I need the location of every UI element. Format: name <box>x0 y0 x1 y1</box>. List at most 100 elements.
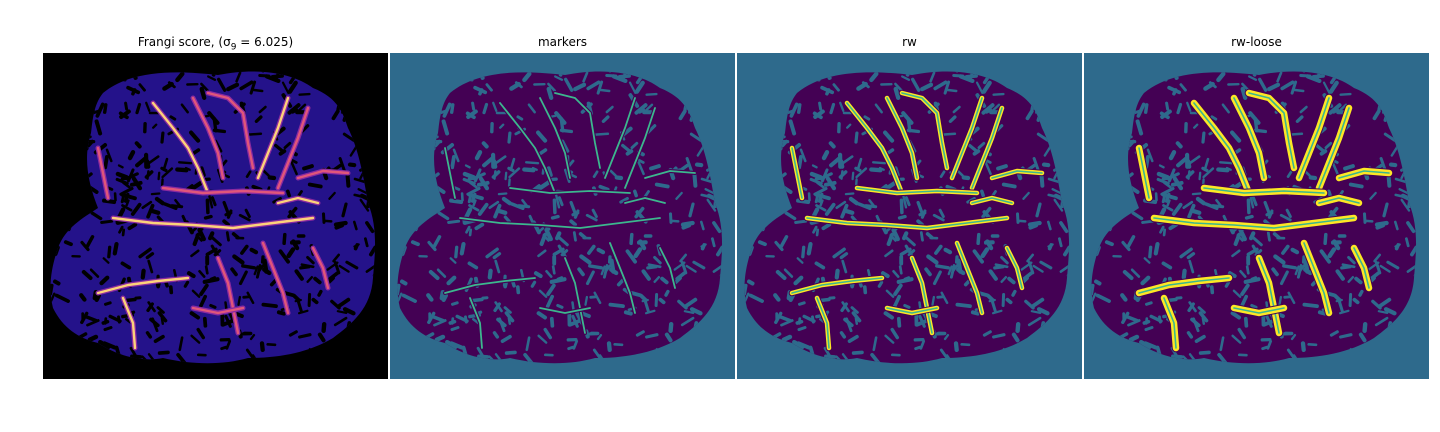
texture-hole <box>321 322 327 333</box>
texture-hole <box>653 255 662 265</box>
texture-hole <box>582 71 589 83</box>
texture-hole <box>338 157 346 173</box>
texture-hole <box>948 115 957 123</box>
texture-hole <box>1261 345 1269 351</box>
texture-hole <box>914 345 922 351</box>
texture-hole <box>446 275 457 286</box>
texture-hole <box>488 200 500 210</box>
vessel-marker <box>624 197 666 204</box>
vessel-core <box>311 246 330 290</box>
texture-hole <box>357 188 368 195</box>
texture-hole <box>1041 162 1051 168</box>
vessel-marker <box>1006 247 1023 289</box>
texture-hole <box>1354 276 1363 285</box>
texture-hole <box>202 316 208 328</box>
texture-hole <box>781 334 793 342</box>
texture-hole <box>901 193 908 209</box>
texture-hole <box>449 198 464 205</box>
texture-hole <box>981 103 995 115</box>
texture-hole <box>79 293 87 302</box>
texture-hole <box>434 334 446 342</box>
texture-hole <box>292 294 301 303</box>
vessel-marker <box>564 257 586 334</box>
texture-hole <box>161 167 174 179</box>
texture-hole <box>198 294 207 309</box>
texture-hole <box>504 311 515 323</box>
texture-hole <box>1383 307 1397 316</box>
texture-hole <box>1400 198 1411 212</box>
texture-hole <box>205 198 210 215</box>
texture-hole <box>972 149 981 156</box>
texture-hole <box>904 236 916 247</box>
texture-hole <box>1191 209 1202 215</box>
texture-hole <box>869 71 879 83</box>
texture-hole <box>1347 255 1356 265</box>
texture-hole <box>397 292 403 306</box>
texture-hole <box>197 227 206 242</box>
texture-hole <box>450 155 456 170</box>
texture-hole <box>664 332 673 343</box>
texture-hole <box>481 141 489 149</box>
texture-hole <box>150 209 161 215</box>
texture-hole <box>1047 243 1054 248</box>
texture-hole <box>504 171 508 181</box>
texture-hole <box>941 132 957 136</box>
texture-hole <box>99 275 110 286</box>
texture-hole <box>117 164 124 169</box>
vessel-marker <box>1318 107 1350 189</box>
texture-hole <box>174 198 182 208</box>
texture-hole <box>307 182 323 189</box>
vessel-marker <box>444 147 456 199</box>
vessel-marker <box>951 97 983 179</box>
texture-hole <box>149 317 160 328</box>
texture-hole <box>1348 293 1353 307</box>
texture-hole <box>835 200 847 210</box>
texture-hole <box>1286 170 1293 178</box>
texture-hole <box>503 306 512 314</box>
texture-hole <box>224 314 232 328</box>
vessel-marker <box>901 92 948 169</box>
tissue-texture <box>1091 71 1417 364</box>
texture-hole <box>503 215 512 224</box>
texture-hole <box>103 155 109 170</box>
texture-hole <box>547 82 556 93</box>
texture-hole <box>825 88 831 96</box>
texture-hole <box>1327 247 1337 259</box>
texture-hole <box>1281 244 1290 255</box>
frangi-panel-title: Frangi score, (σ9 = 6.025) <box>43 35 388 52</box>
texture-hole <box>278 249 291 264</box>
texture-hole <box>585 270 595 286</box>
texture-hole <box>1362 322 1368 333</box>
rw-loose-panel-title: rw-loose <box>1231 35 1282 49</box>
texture-hole <box>447 219 461 224</box>
texture-hole <box>840 203 849 219</box>
texture-hole <box>635 330 645 337</box>
texture-hole <box>1001 293 1006 307</box>
vessel-core <box>191 306 245 315</box>
texture-hole <box>410 240 420 247</box>
texture-hole <box>906 116 912 133</box>
texture-hole <box>352 220 358 231</box>
texture-hole <box>991 309 1003 315</box>
texture-hole <box>569 219 577 227</box>
texture-hole <box>468 204 480 212</box>
texture-hole <box>1194 334 1206 344</box>
texture-hole <box>1338 309 1350 315</box>
texture-hole <box>1317 310 1327 316</box>
texture-hole <box>85 235 95 249</box>
texture-hole <box>471 101 476 111</box>
texture-hole <box>773 293 781 302</box>
texture-hole <box>84 314 98 323</box>
texture-hole <box>527 103 536 114</box>
texture-hole <box>432 235 442 249</box>
texture-hole <box>929 71 936 83</box>
texture-hole <box>472 318 480 325</box>
texture-hole <box>896 316 902 328</box>
texture-hole <box>334 223 345 230</box>
vessel-core <box>261 241 290 315</box>
texture-hole <box>931 295 936 306</box>
texture-hole <box>1186 101 1192 112</box>
texture-hole <box>278 149 287 156</box>
texture-hole <box>549 277 567 284</box>
texture-hole <box>482 102 489 115</box>
